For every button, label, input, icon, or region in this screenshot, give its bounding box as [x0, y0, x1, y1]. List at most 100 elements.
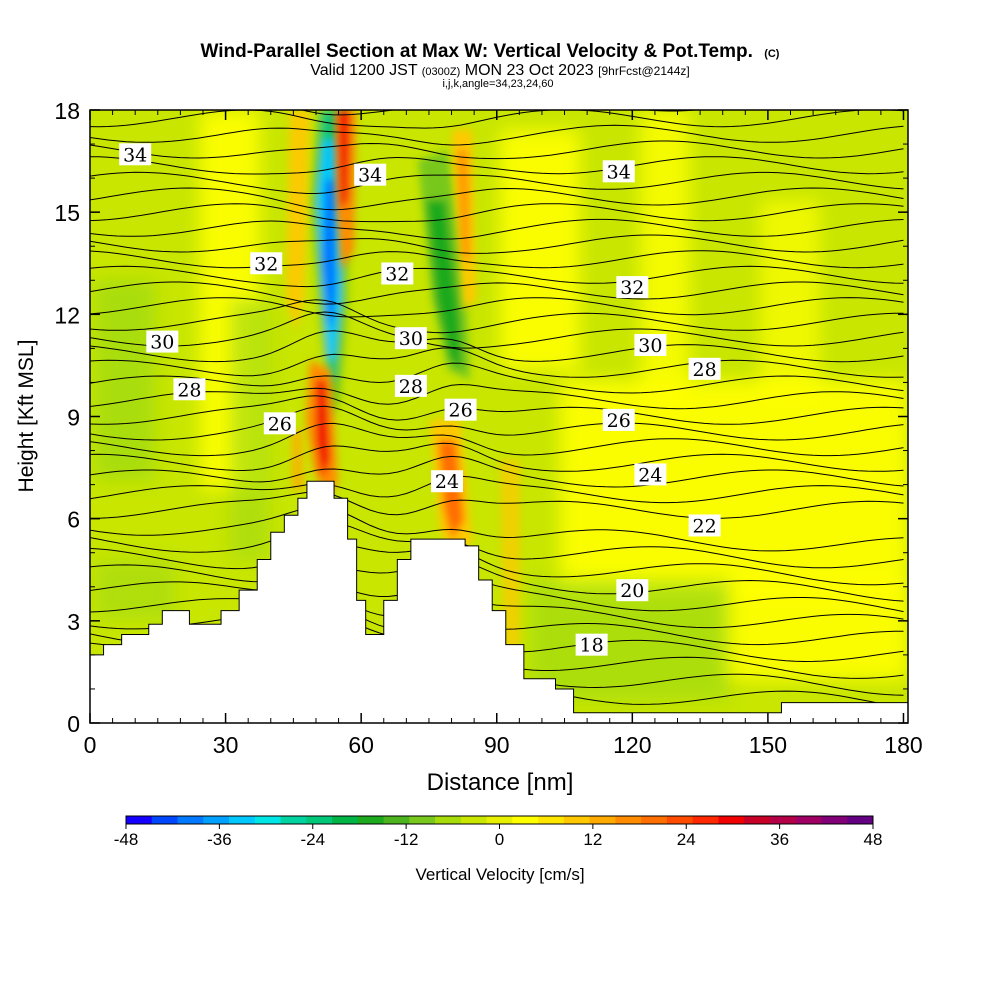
legend-swatch [306, 816, 333, 824]
legend-tick-label: -24 [300, 830, 325, 849]
theta-label: 34 [602, 160, 635, 183]
theta-label: 24 [634, 463, 667, 486]
theta-contour-line [90, 405, 904, 441]
legend-swatch [615, 816, 642, 824]
theta-contour-line [90, 543, 904, 586]
legend-swatch [383, 816, 410, 824]
x-tick-label: 90 [484, 732, 510, 758]
legend-swatch [589, 816, 616, 824]
theta-contour-line [90, 140, 904, 160]
theta-contour-line [90, 362, 904, 394]
theta-contour-line [90, 491, 904, 519]
y-tick-label: 6 [67, 507, 80, 533]
legend-swatch [847, 816, 874, 824]
theta-contour-line [90, 395, 904, 425]
theta-label: 30 [146, 330, 179, 354]
theta-label-text: 32 [254, 253, 278, 275]
legend-swatch [641, 816, 668, 824]
theta-label-text: 22 [693, 515, 717, 537]
downdraft-band [310, 110, 470, 420]
theta-contour-line [90, 311, 904, 349]
legend-swatch [280, 816, 307, 824]
legend-swatch [769, 816, 797, 824]
legend-tick-label: -36 [207, 830, 232, 849]
y-tick-label: 0 [67, 711, 80, 737]
theta-contour-line [90, 347, 904, 378]
grid-indices: i,j,k,angle=34,23,24,60 [442, 78, 553, 90]
theta-contour-line [90, 506, 904, 552]
plot-area: 34 34 34 32 32 32 30 30 30 28 28 28 26 26 26 24 24 22 20 18 [90, 110, 908, 723]
theta-label-text: 20 [620, 580, 644, 602]
theta-contour-line [90, 577, 904, 613]
theta-label: 32 [250, 252, 283, 275]
theta-contour-line [90, 330, 904, 363]
legend-swatch [177, 816, 204, 824]
theta-label: 26 [263, 412, 296, 435]
theta-label: 26 [444, 398, 477, 422]
x-tick-label: 0 [84, 732, 97, 758]
terrain-mask [90, 480, 908, 723]
theta-contour-line [90, 455, 904, 488]
chart-title-units: (C) [764, 48, 780, 60]
theta-label-text: 34 [123, 144, 147, 166]
theta-label-text: 24 [435, 471, 459, 493]
theta-label: 34 [119, 143, 152, 166]
theta-contour-line [90, 234, 904, 254]
theta-labels: 34 34 34 32 32 32 30 30 30 28 28 28 26 26 26 24 24 22 20 18 [119, 143, 721, 657]
legend-swatch [666, 816, 694, 824]
y-tick-label: 3 [67, 609, 80, 635]
x-tick-label: 30 [213, 732, 239, 758]
theta-label: 32 [616, 276, 649, 299]
legend-swatch [357, 816, 385, 824]
y-axis-label: Height [Kft MSL] [15, 340, 38, 493]
theta-contour-line [90, 187, 904, 211]
theta-contour-line [90, 593, 904, 629]
theta-contour-line [90, 265, 904, 288]
theta-contour-line [90, 475, 904, 504]
theta-contour-line [90, 203, 904, 223]
theta-contour-line [90, 250, 904, 269]
theta-label-text: 26 [448, 400, 472, 422]
valid-date: MON 23 Oct 2023 [465, 62, 594, 79]
legend-label: Vertical Velocity [cm/s] [415, 865, 584, 884]
legend-tick-label: -48 [114, 830, 139, 849]
theta-label: 34 [354, 163, 387, 187]
legend-swatch [409, 816, 436, 824]
theta-label-text: 26 [268, 413, 292, 435]
color-legend: -48 -36 -24 -12 0 12 24 36 48 [114, 815, 883, 849]
y-tick-label: 18 [54, 98, 80, 124]
theta-label-text: 30 [399, 328, 423, 350]
legend-swatch [563, 816, 591, 824]
theta-contour-line [90, 156, 904, 175]
legend-swatch [486, 816, 513, 824]
legend-tick-label: 24 [677, 830, 696, 849]
theta-label-text: 30 [150, 332, 174, 354]
theta-label: 24 [431, 470, 464, 493]
theta-contour-line [90, 442, 904, 472]
x-tick-label: 180 [884, 732, 922, 758]
legend-swatch [692, 816, 719, 824]
legend-swatch [718, 816, 745, 824]
legend-swatch [538, 816, 565, 824]
theta-label: 30 [634, 333, 667, 357]
theta-label-text: 18 [580, 635, 604, 657]
theta-contour-line [90, 124, 904, 146]
legend-tick-label: 48 [864, 830, 883, 849]
legend-swatch [460, 816, 488, 824]
theta-label: 20 [616, 579, 649, 602]
theta-label-text: 34 [358, 165, 382, 187]
legend-swatch [332, 816, 359, 824]
valid-time: Valid 1200 JST [310, 62, 418, 79]
legend-tick-label: 0 [495, 830, 504, 849]
x-tick-label: 150 [749, 732, 787, 758]
x-tick-label: 120 [613, 732, 651, 758]
theta-contour-line [90, 218, 904, 240]
chart-title-main: Wind-Parallel Section at Max W: Vertical… [201, 41, 753, 62]
theta-label: 28 [688, 357, 721, 381]
legend-tick-label: 12 [583, 830, 602, 849]
theta-label-text: 28 [399, 376, 423, 398]
chart-subtitle: Valid 1200 JST (0300Z) MON 23 Oct 2023 [… [310, 62, 689, 79]
theta-label-text: 34 [607, 161, 631, 183]
legend-swatch [744, 816, 771, 824]
